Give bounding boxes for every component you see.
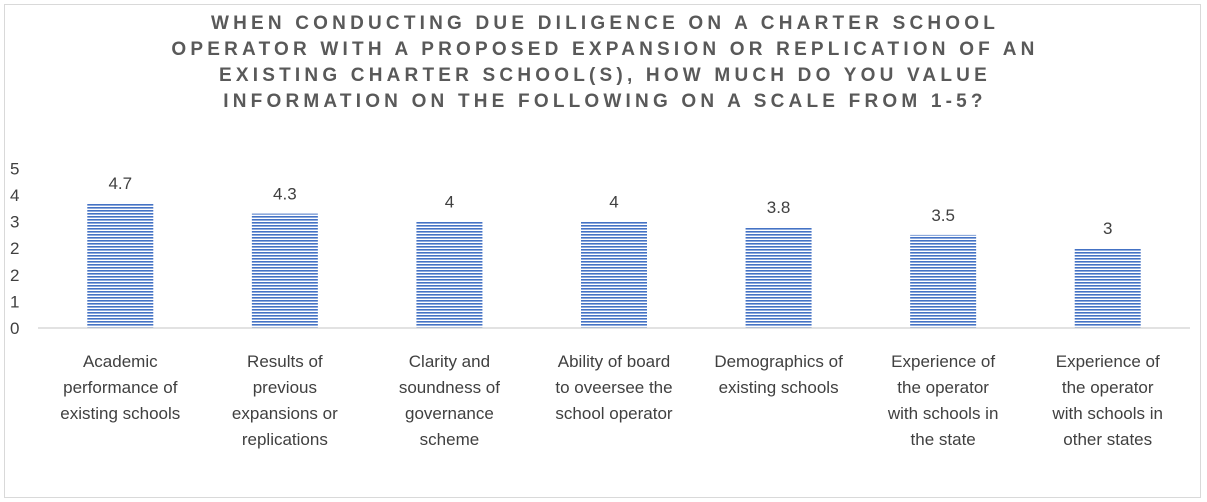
category-label: Ability of board to oveersee the school op… [555, 352, 673, 423]
bar-data-label: 4 [445, 193, 454, 212]
category-label: Demographics of existing schools [714, 352, 843, 397]
bar-data-label: 3.8 [767, 198, 791, 217]
chart-title: WHEN CONDUCTING DUE DILIGENCE ON A CHART… [171, 13, 1039, 112]
bar [251, 213, 318, 328]
y-tick-label: 5 [10, 159, 19, 178]
y-tick-label: 2 [10, 266, 19, 285]
bar [581, 221, 647, 328]
chart-area: WHEN CONDUCTING DUE DILIGENCE ON A CHART… [4, 4, 1201, 498]
bar-series [87, 202, 1141, 328]
y-tick-label: 1 [10, 292, 19, 311]
y-tick-label: 2 [10, 239, 19, 258]
category-label: Experience of the operator with schools in… [1051, 352, 1163, 449]
y-tick-label: 4 [10, 186, 19, 205]
bar-data-label: 4 [609, 193, 618, 212]
data-labels: 4.7 4.3 4 4 3.8 3.5 3 [108, 174, 1112, 238]
bar [416, 221, 483, 328]
bar [87, 202, 154, 328]
bar [910, 234, 977, 328]
bar-data-label: 4.7 [108, 174, 132, 193]
category-label: Academic performance of existing schools [60, 352, 180, 423]
y-tick-label: 3 [10, 213, 19, 232]
bar-data-label: 4.3 [273, 185, 297, 204]
y-axis: 0 1 2 2 3 4 5 [10, 159, 19, 338]
bar-data-label: 3 [1103, 219, 1112, 238]
bar [745, 226, 812, 328]
x-axis-categories: Academic performance of existing schools Re… [60, 352, 1163, 449]
category-label: Results of previous expansions or replicati… [232, 352, 338, 449]
category-label: Clarity and soundness of governance scheme [399, 352, 500, 449]
bar [1074, 248, 1141, 328]
bar-data-label: 3.5 [931, 206, 955, 225]
category-label: Experience of the operator with schools in… [887, 352, 999, 449]
y-tick-label: 0 [10, 319, 19, 338]
